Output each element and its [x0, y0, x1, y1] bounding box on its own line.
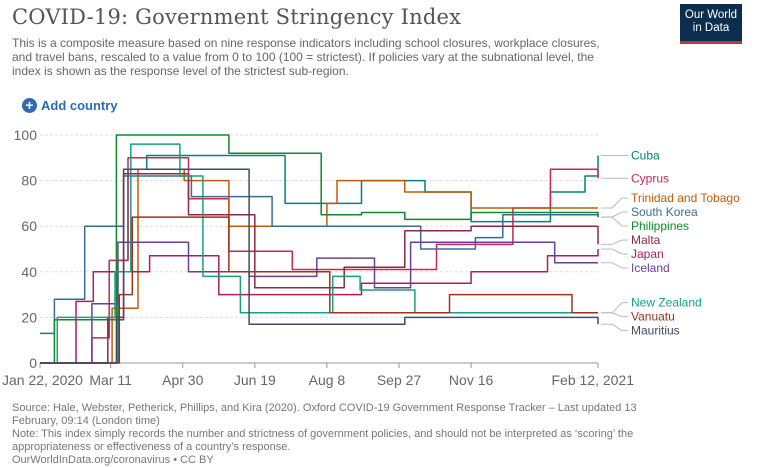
- legend-connector: [601, 323, 628, 332]
- line-chart: 0 20 40 60 80 100 Jan 22, 2020 Mar 11 Apr 30 Jun …: [2, 127, 740, 388]
- legend-label: Cyprus: [631, 171, 669, 185]
- legend-label: Iceland: [631, 261, 670, 275]
- legend-connector: [601, 211, 628, 218]
- legend-label: Philippines: [631, 219, 689, 233]
- legend-label: New Zealand: [631, 296, 702, 310]
- series-line: [40, 175, 599, 335]
- legend-connector: [601, 239, 628, 245]
- x-tick-label: Mar 11: [89, 372, 132, 388]
- chart-footer: Source: Hale, Webster, Petherick, Philli…: [12, 402, 642, 467]
- legend-connector: [601, 248, 628, 255]
- series-line: [40, 168, 599, 364]
- y-tick-label: 100: [14, 127, 38, 143]
- x-tick-label: Apr 30: [162, 372, 203, 388]
- legend-label: Mauritius: [631, 324, 680, 338]
- y-tick-label: 80: [21, 173, 37, 189]
- logo-line-1: Our World: [684, 9, 738, 21]
- y-tick-label: 40: [21, 264, 37, 280]
- owid-logo[interactable]: Our World in Data: [680, 4, 742, 44]
- series-line: [40, 249, 599, 364]
- legend-label: Malta: [631, 233, 661, 247]
- logo-line-2: in Data: [692, 22, 730, 34]
- x-tick-label: Aug 8: [309, 372, 346, 388]
- legend-label: South Korea: [631, 205, 698, 219]
- add-country-button[interactable]: + Add country: [22, 97, 118, 113]
- legend-connector: [601, 312, 628, 318]
- legend-connector: [601, 262, 628, 269]
- legend-connector: [601, 197, 628, 209]
- legend-label: Trinidad and Tobago: [631, 191, 740, 205]
- legend-connector: [601, 216, 628, 227]
- footer-url: OurWorldInData.org/coronavirus • CC BY: [12, 454, 214, 466]
- y-tick-label: 20: [21, 309, 37, 325]
- x-tick-label: Sep 27: [377, 372, 422, 388]
- plus-icon: +: [22, 97, 37, 113]
- legend-connector: [601, 302, 628, 314]
- chart-subtitle: This is a composite measure based on nin…: [12, 36, 600, 78]
- source-note: Source: Hale, Webster, Petherick, Philli…: [12, 402, 637, 427]
- series-line: [40, 134, 599, 364]
- series-line: [40, 241, 598, 364]
- x-tick-label: Jun 19: [234, 372, 276, 388]
- x-tick-label: Nov 16: [449, 372, 494, 388]
- series-line: [40, 173, 599, 364]
- add-country-label: Add country: [41, 97, 118, 113]
- legend-label: Japan: [631, 247, 664, 261]
- x-tick-label: Jan 22, 2020: [2, 372, 83, 388]
- y-tick-label: 0: [29, 355, 37, 371]
- legend-label: Cuba: [631, 149, 660, 163]
- series-line: [40, 143, 598, 364]
- disclaimer-note: Note: This index simply records the numb…: [12, 428, 634, 453]
- x-tick-label: Feb 12, 2021: [551, 372, 634, 388]
- y-tick-label: 60: [21, 218, 37, 234]
- chart-title: COVID-19: Government Stringency Index: [12, 5, 462, 29]
- legend-label: Vanuatu: [631, 310, 675, 324]
